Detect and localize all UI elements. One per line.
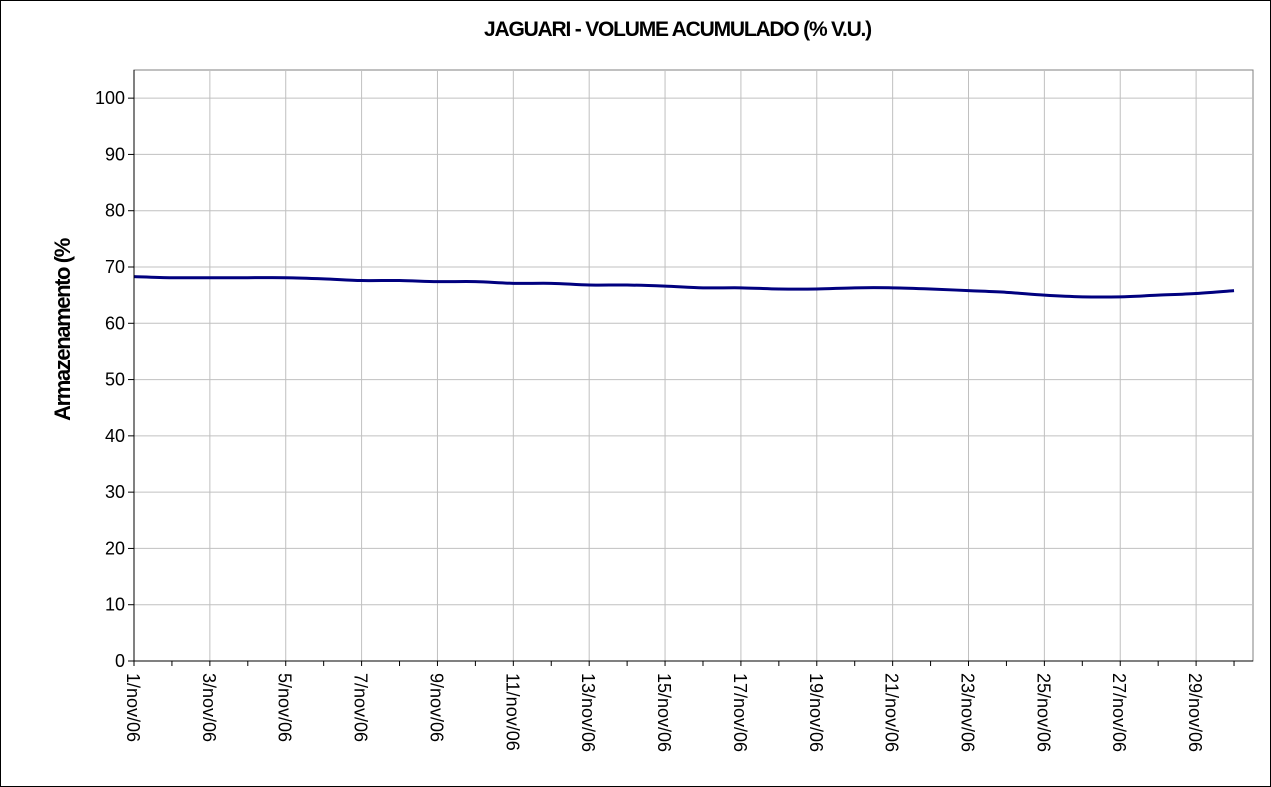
x-gridlines: [133, 70, 1235, 666]
x-tick-label: 11/nov/06: [502, 673, 522, 751]
x-tick-label: 27/nov/06: [1109, 673, 1129, 752]
x-tick-label: 17/nov/06: [730, 673, 750, 752]
y-tick-label: 80: [105, 201, 125, 221]
x-tick-label: 21/nov/06: [882, 673, 902, 752]
y-tick-label: 10: [105, 595, 125, 615]
y-tick-label: 100: [95, 88, 125, 108]
x-tick-labels: 1/nov/06 3/nov/06 5/nov/06 7/nov/06 9/nov/06…: [123, 673, 1205, 752]
y-tick-label: 20: [105, 538, 125, 558]
y-tick-label: 50: [105, 370, 125, 390]
plot-area: [133, 69, 1254, 662]
x-tick-label: 15/nov/06: [654, 673, 674, 752]
x-tick-label: 1/nov/06: [123, 673, 143, 742]
x-tick-label: 3/nov/06: [199, 673, 219, 742]
y-tick-label: 90: [105, 144, 125, 164]
x-tick-label: 7/nov/06: [351, 673, 371, 742]
series-line: [133, 275, 1235, 299]
x-tick-label: 9/nov/06: [426, 673, 446, 742]
x-tick-label: 25/nov/06: [1033, 673, 1053, 752]
x-tick-label: 19/nov/06: [806, 673, 826, 752]
y-tick-label: 30: [105, 482, 125, 502]
y-tick-label: 70: [105, 257, 125, 277]
y-gridlines: [128, 97, 1253, 662]
y-tick-label: 40: [105, 426, 125, 446]
x-tick-label: 13/nov/06: [578, 673, 598, 752]
y-tick-labels: 0 10 20 30 40 50 60 70 80 90 100: [95, 88, 125, 671]
x-tick-label: 23/nov/06: [958, 673, 978, 752]
chart-title: JAGUARI - VOLUME ACUMULADO (% V.U.): [484, 18, 872, 41]
x-tick-label: 29/nov/06: [1185, 673, 1205, 752]
y-tick-label: 0: [115, 651, 125, 671]
x-tick-label: 5/nov/06: [275, 673, 295, 742]
y-tick-label: 60: [105, 313, 125, 333]
series-group: [133, 275, 1235, 299]
